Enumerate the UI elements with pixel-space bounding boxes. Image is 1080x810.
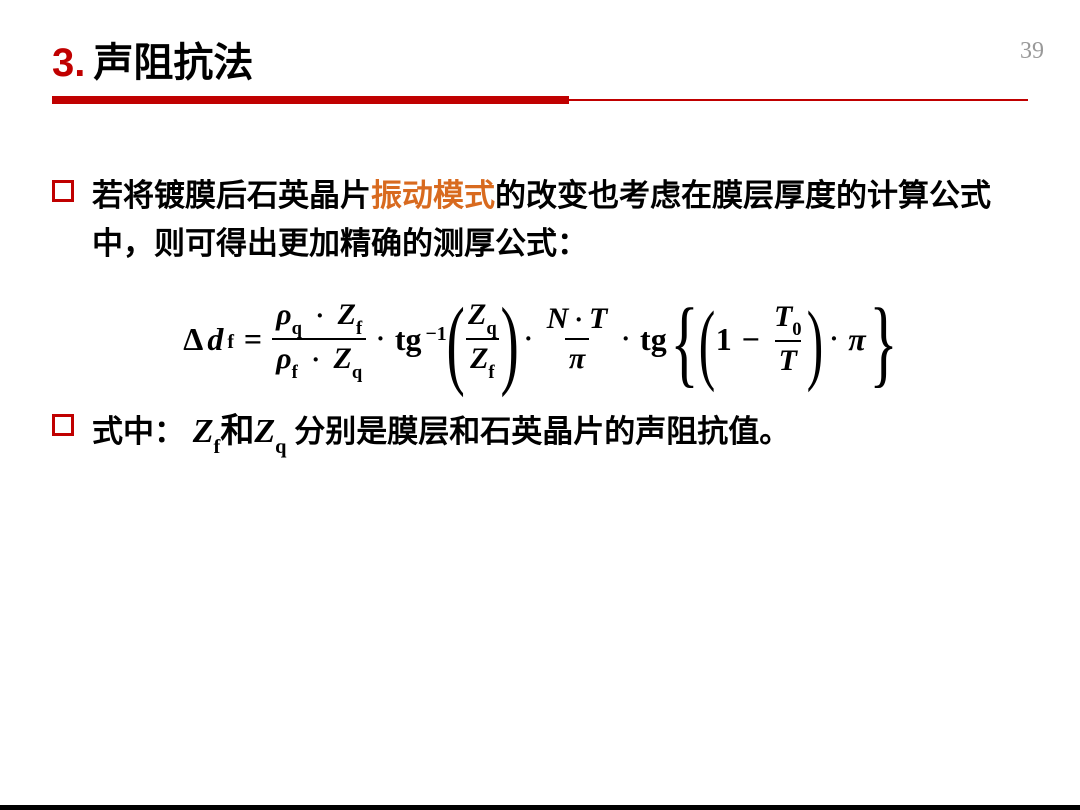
- f1d-dot: ·: [311, 345, 320, 374]
- bullet-2-text: 式中： Zf和Zq 分别是膜层和石英晶片的声阻抗值。: [92, 406, 790, 460]
- eq-frac2: Zq Zf: [464, 298, 501, 381]
- f4n-T: T: [774, 300, 792, 333]
- f2n-Z: Z: [468, 298, 486, 331]
- eq-frac4-num: T0: [770, 300, 806, 340]
- equation-body: Δdf = ρq · Zf ρf · Zq · tg−1 (: [183, 294, 897, 384]
- inline-Zf: Zf: [193, 413, 221, 450]
- inline-Zq: Zq: [254, 413, 286, 450]
- eq-frac1: ρq · Zf ρf · Zq: [272, 298, 366, 381]
- f1d-Z: Z: [334, 342, 352, 375]
- eq-one: 1: [716, 321, 732, 358]
- f3d-pi: π: [569, 342, 585, 375]
- eq-lparen2: (: [698, 303, 714, 384]
- bullet-1-text: 若将镀膜后石英晶片振动模式的改变也考虑在膜层厚度的计算公式中，则可得出更加精确的…: [92, 172, 1028, 268]
- f1n-Z: Z: [338, 298, 356, 331]
- slide: 39 3. 声阻抗法 若将镀膜后石英晶片振动模式的改变也考虑在膜层厚度的计算公式…: [0, 0, 1080, 810]
- equation: Δdf = ρq · Zf ρf · Zq · tg−1 (: [52, 294, 1028, 384]
- eq-lbrace: {: [670, 299, 698, 387]
- f2d-sub: f: [488, 362, 494, 383]
- eq-frac3: N·T π: [543, 302, 612, 377]
- f1d-Zsub: q: [352, 362, 362, 383]
- bullet-1: 若将镀膜后石英晶片振动模式的改变也考虑在膜层厚度的计算公式中，则可得出更加精确的…: [52, 172, 1028, 268]
- underline-thick: [52, 96, 569, 104]
- eq-frac2-den: Zf: [466, 338, 499, 380]
- bullet-2-pre: 式中：: [92, 414, 185, 449]
- f1d-sub: f: [292, 362, 298, 383]
- slide-title: 3. 声阻抗法: [52, 30, 1028, 88]
- title-underline: [52, 96, 1028, 104]
- f1d-rho: ρ: [276, 342, 291, 375]
- eq-equals: =: [244, 321, 262, 358]
- bullet-2: 式中： Zf和Zq 分别是膜层和石英晶片的声阻抗值。: [52, 406, 1028, 460]
- Zf-sub: f: [214, 436, 221, 458]
- bullet-1-pre: 若将镀膜后石英晶片: [92, 178, 371, 213]
- eq-delta: Δ: [183, 321, 203, 358]
- eq-pi: π: [848, 321, 865, 358]
- f3n-N: N: [547, 302, 569, 335]
- bullet-icon: [52, 180, 74, 202]
- eq-d-sub: f: [227, 331, 234, 354]
- eq-rparen1: ): [500, 298, 518, 388]
- eq-frac4-den: T: [775, 340, 801, 379]
- eq-tg1: tg: [395, 321, 422, 358]
- bottom-border: [0, 805, 1080, 810]
- Zq-Z: Z: [254, 413, 275, 450]
- eq-inv: −1: [426, 323, 447, 346]
- bullet-2-post: 分别是膜层和石英晶片的声阻抗值。: [294, 414, 790, 449]
- f2n-sub: q: [486, 318, 496, 339]
- eq-frac2-num: Zq: [464, 298, 501, 338]
- page-number: 39: [1020, 38, 1044, 65]
- f1n-rho: ρ: [276, 298, 291, 331]
- f3n-dot: ·: [574, 305, 583, 334]
- f4n-sub: 0: [792, 319, 801, 340]
- bullet-icon: [52, 414, 74, 436]
- eq-frac3-num: N·T: [543, 302, 612, 339]
- underline-thin: [569, 99, 1028, 101]
- eq-d: d: [207, 321, 223, 358]
- eq-rbrace: }: [869, 299, 897, 387]
- eq-minus: −: [742, 321, 760, 358]
- f1n-dot: ·: [315, 301, 324, 330]
- eq-dot2: ·: [524, 324, 533, 354]
- eq-frac4: T0 T: [770, 300, 806, 379]
- eq-frac1-num: ρq · Zf: [272, 298, 366, 338]
- eq-rparen2: ): [806, 303, 822, 384]
- f4d-T: T: [779, 344, 797, 377]
- title-text: 声阻抗法: [93, 30, 253, 88]
- eq-frac3-den: π: [565, 338, 589, 377]
- title-number: 3.: [52, 41, 85, 86]
- eq-dot4: ·: [830, 324, 839, 354]
- eq-dot3: ·: [621, 324, 630, 354]
- eq-dot1: ·: [376, 324, 385, 354]
- f1n-sub: q: [292, 318, 302, 339]
- content-area: 若将镀膜后石英晶片振动模式的改变也考虑在膜层厚度的计算公式中，则可得出更加精确的…: [52, 172, 1028, 461]
- f2d-Z: Z: [470, 342, 488, 375]
- eq-frac1-den: ρf · Zq: [272, 338, 366, 380]
- eq-lparen1: (: [446, 298, 464, 388]
- Zq-sub: q: [275, 436, 286, 458]
- Zf-Z: Z: [193, 413, 214, 450]
- bullet-1-highlight: 振动模式: [371, 178, 495, 213]
- f1n-Zsub: f: [356, 318, 362, 339]
- eq-tg2: tg: [640, 321, 667, 358]
- f3n-T: T: [589, 302, 607, 335]
- inline-and: 和: [220, 413, 254, 450]
